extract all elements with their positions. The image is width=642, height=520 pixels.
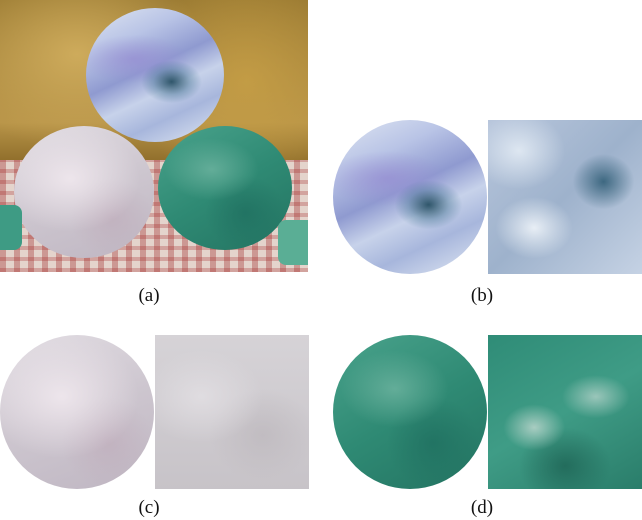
green-jade-disc [158, 126, 292, 250]
green-jade-fragment-left [0, 205, 22, 250]
panel-a-label: (a) [138, 285, 160, 306]
panel-c-label: (c) [138, 497, 160, 518]
white-jade-disc-crop [0, 335, 154, 489]
panel-d-label: (d) [470, 497, 494, 518]
blue-jade-texture-sample [488, 120, 642, 274]
white-jade-disc [14, 126, 154, 258]
panel-b-label: (b) [470, 285, 494, 306]
blue-jade-disc-crop [333, 120, 487, 274]
green-jade-fragment-right [278, 220, 308, 265]
jade-discs-photo [0, 0, 308, 272]
white-jade-texture-sample [155, 335, 309, 489]
green-jade-texture-sample [488, 335, 642, 489]
blue-jade-disc [86, 8, 224, 142]
green-jade-disc-crop [333, 335, 487, 489]
